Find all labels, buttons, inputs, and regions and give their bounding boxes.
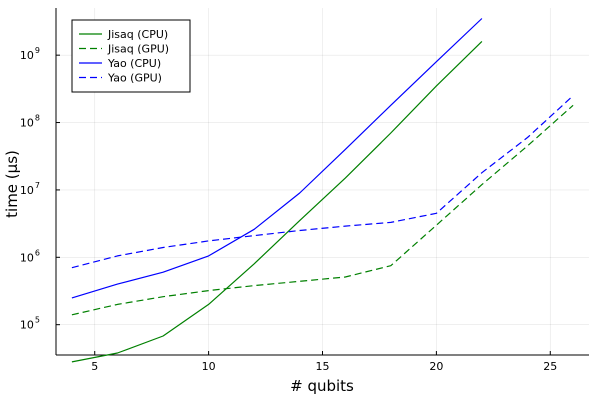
series-line-yao-gpu [71, 95, 574, 269]
x-axis-label: # qubits [290, 377, 354, 395]
x-tick-label: 15 [316, 360, 330, 373]
legend-label: Jisaq (GPU) [107, 43, 169, 56]
legend-box [71, 19, 191, 93]
x-tick-label: 20 [429, 360, 443, 373]
y-axis-label: time (µs) [3, 150, 21, 218]
x-tick-label: 10 [202, 360, 216, 373]
tick-labels: 5 10 15 20 25 105 106 107 108 109 [20, 46, 557, 373]
legend-label: Jisaq (CPU) [107, 28, 168, 41]
legend: Jisaq (CPU) Jisaq (GPU)Yao (CPU) Yao (GPU) [71, 19, 191, 93]
x-tick-label: 5 [91, 360, 98, 373]
series [71, 18, 574, 363]
y-tick-label: 107 [20, 181, 40, 197]
grid [56, 8, 589, 355]
y-tick-label: 106 [20, 248, 40, 264]
series-line-yao-cpu [71, 18, 483, 299]
x-tick-label: 25 [543, 360, 557, 373]
series-line-jisaq-cpu [71, 40, 483, 363]
axes [55, 8, 589, 356]
y-tick-label: 108 [20, 114, 40, 130]
series-line-jisaq-gpu [71, 104, 574, 316]
y-tick-label: 109 [20, 46, 40, 62]
y-tick-label: 105 [20, 316, 40, 332]
legend-label: Yao (CPU) [107, 57, 161, 70]
legend-label: Yao (GPU) [107, 72, 162, 85]
